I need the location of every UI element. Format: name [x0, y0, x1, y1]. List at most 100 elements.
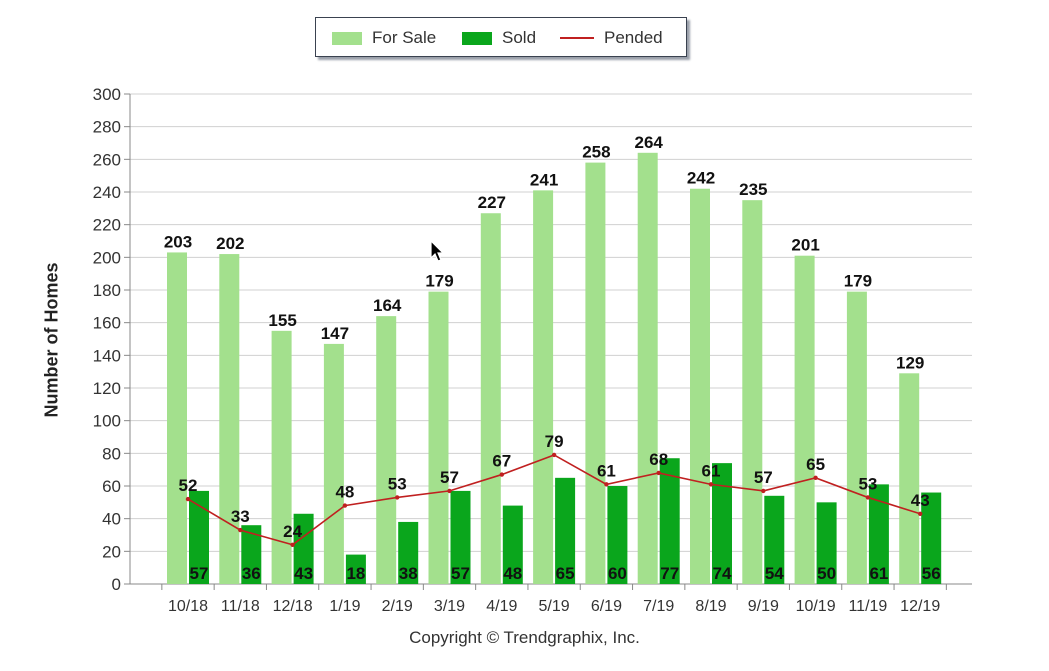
data-label-sold: 61: [869, 564, 888, 583]
y-tick-label: 40: [102, 510, 121, 529]
data-label-for-sale: 179: [844, 272, 872, 291]
data-label-pended: 57: [440, 468, 459, 487]
data-label-sold: 43: [294, 564, 313, 583]
point-pended: [708, 482, 714, 487]
data-label-sold: 60: [608, 564, 627, 583]
x-tick-label: 2/19: [382, 598, 413, 615]
legend-item-sold: Sold: [462, 28, 536, 48]
point-pended: [865, 495, 871, 500]
bar-sold: [659, 458, 680, 584]
bar-sold: [502, 505, 523, 584]
x-tick-label: 7/19: [643, 598, 674, 615]
x-tick-label: 6/19: [591, 598, 622, 615]
y-tick-label: 240: [93, 183, 121, 202]
bar-for-sale: [480, 213, 501, 584]
bar-for-sale: [585, 162, 606, 584]
legend-item-pended: Pended: [560, 28, 663, 48]
data-label-pended: 61: [702, 461, 721, 480]
data-label-sold: 56: [922, 564, 941, 583]
chart-legend: For Sale Sold Pended: [315, 17, 687, 57]
data-label-pended: 79: [545, 432, 564, 451]
point-pended: [447, 488, 452, 494]
bar-for-sale: [376, 316, 397, 584]
point-pended: [604, 482, 609, 487]
y-tick-label: 60: [102, 477, 121, 496]
data-label-pended: 61: [597, 461, 616, 480]
bar-for-sale: [899, 373, 920, 584]
bar-sold: [921, 492, 942, 584]
data-label-for-sale: 202: [216, 234, 244, 253]
y-tick-label: 20: [102, 542, 121, 561]
bar-sold: [555, 477, 576, 584]
data-label-pended: 52: [179, 476, 198, 495]
legend-label-pended: Pended: [604, 28, 663, 47]
bar-sold: [189, 490, 209, 584]
data-label-sold: 65: [556, 564, 575, 583]
x-tick-label: 3/19: [434, 598, 465, 615]
x-tick-label: 4/19: [486, 598, 517, 615]
y-tick-label: 100: [93, 412, 121, 431]
point-pended: [185, 496, 191, 502]
data-label-for-sale: 179: [425, 272, 453, 291]
data-label-sold: 77: [660, 564, 679, 583]
bar-for-sale: [690, 188, 710, 584]
data-label-pended: 48: [335, 483, 354, 502]
data-label-for-sale: 164: [373, 296, 402, 315]
bar-for-sale: [637, 152, 658, 585]
data-label-pended: 67: [492, 452, 511, 471]
data-label-pended: 68: [649, 450, 668, 469]
bar-sold: [241, 525, 262, 584]
legend-swatch-for-sale: [332, 31, 362, 45]
x-tick-label: 12/18: [273, 598, 313, 615]
bar-for-sale: [742, 200, 763, 584]
bar-for-sale: [323, 343, 344, 584]
x-tick-label: 9/19: [748, 598, 779, 615]
data-label-for-sale: 129: [896, 353, 924, 372]
bar-for-sale: [533, 190, 554, 584]
bar-for-sale: [794, 255, 815, 584]
legend-line-pended: [560, 37, 594, 39]
data-label-pended: 33: [231, 507, 250, 526]
point-pended: [290, 542, 295, 547]
data-label-pended: 53: [388, 474, 407, 493]
point-pended: [761, 488, 766, 494]
x-tick-label: 1/19: [329, 598, 360, 615]
data-label-for-sale: 155: [268, 311, 296, 330]
point-pended: [918, 511, 923, 516]
data-label-sold: 54: [765, 564, 784, 583]
legend-label-sold: Sold: [502, 28, 537, 47]
bar-sold: [398, 521, 419, 584]
bar-for-sale: [167, 252, 187, 584]
legend-swatch-sold: [462, 31, 492, 45]
y-tick-label: 280: [93, 118, 121, 137]
data-label-sold: 74: [713, 564, 732, 583]
data-label-sold: 48: [503, 564, 522, 583]
y-tick-label: 0: [112, 575, 121, 594]
y-axis-label: Number of Homes: [41, 262, 62, 418]
data-label-sold: 36: [242, 564, 261, 583]
data-label-sold: 57: [451, 564, 470, 583]
bar-sold: [293, 513, 314, 584]
bar-sold: [607, 486, 628, 584]
data-label-pended: 57: [754, 468, 773, 487]
bar-sold: [816, 502, 837, 584]
data-label-for-sale: 241: [530, 170, 558, 189]
data-label-sold: 57: [190, 564, 209, 583]
legend-label-for-sale: For Sale: [372, 28, 437, 47]
legend-item-for-sale: For Sale: [332, 28, 436, 48]
y-tick-label: 200: [93, 248, 121, 267]
data-label-pended: 65: [806, 455, 825, 474]
data-label-pended: 43: [911, 491, 930, 510]
bar-for-sale: [271, 330, 292, 584]
bar-for-sale: [428, 291, 449, 584]
point-pended: [499, 472, 504, 477]
data-label-for-sale: 264: [635, 133, 664, 152]
bar-for-sale: [846, 291, 867, 584]
bar-for-sale: [219, 254, 240, 585]
mouse-pointer-icon: [430, 240, 445, 262]
data-label-sold: 38: [399, 564, 418, 583]
data-label-for-sale: 201: [791, 236, 819, 255]
data-label-for-sale: 203: [164, 232, 192, 251]
